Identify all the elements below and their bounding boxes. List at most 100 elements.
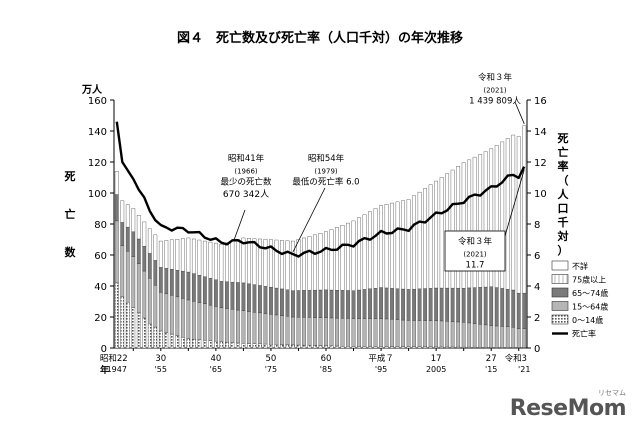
bar-segment-15-64 xyxy=(225,308,229,343)
bar-segment-0-14 xyxy=(219,341,224,349)
bar-year xyxy=(136,215,141,349)
bar-segment-0-14 xyxy=(324,345,328,349)
y-left-tick-label: 60 xyxy=(94,251,107,262)
bar-segment-15-64 xyxy=(340,318,345,347)
annotation-min-deaths-line: 670 342人 xyxy=(223,189,269,200)
legend-label: 15～64歳 xyxy=(572,302,608,312)
bar-segment-75-plus xyxy=(456,166,461,289)
bar-segment-15-64 xyxy=(324,317,328,346)
bar-segment-65-74 xyxy=(114,194,119,222)
bar-segment-0-14 xyxy=(340,345,345,349)
legend-label: 0～14歳 xyxy=(572,315,603,325)
bar-year xyxy=(346,222,350,349)
bar-segment-0-14 xyxy=(247,343,251,349)
bar-segment-75-plus xyxy=(213,242,218,280)
bar-segment-75-plus xyxy=(417,191,422,290)
bar-segment-15-64 xyxy=(357,318,361,347)
bar-segment-75-plus xyxy=(340,225,345,291)
bar-segment-15-64 xyxy=(313,317,317,346)
bar-segment-15-64 xyxy=(412,320,416,347)
bar-segment-15-64 xyxy=(114,220,119,284)
bar-segment-15-64 xyxy=(428,320,433,348)
bar-segment-15-64 xyxy=(467,322,472,348)
bar-year xyxy=(114,171,119,349)
legend-item: 不詳 xyxy=(551,260,588,271)
bar-segment-0-14 xyxy=(120,296,125,349)
legend-swatch xyxy=(551,260,569,271)
legend-item: 死亡率 xyxy=(552,329,596,339)
bar-segment-75-plus xyxy=(329,229,334,291)
bar-segment-15-64 xyxy=(423,320,428,348)
bar-segment-75-plus xyxy=(280,240,284,290)
annotation-min-rate-leader xyxy=(292,187,326,253)
bar-year xyxy=(428,184,433,349)
bar-segment-75-plus xyxy=(368,211,372,289)
bar-segment-75-plus xyxy=(461,162,466,289)
bar-segment-75-plus xyxy=(467,159,472,289)
bar-year xyxy=(120,200,125,349)
bar-year xyxy=(274,239,279,349)
bar-segment-75-plus xyxy=(483,151,488,288)
bar-segment-65-74 xyxy=(269,287,273,315)
bar-segment-65-74 xyxy=(505,289,510,327)
bar-segment-15-64 xyxy=(489,325,494,348)
x-tick-label: 27 xyxy=(486,354,497,364)
bar-segment-75-plus xyxy=(472,156,477,288)
bar-segment-15-64 xyxy=(483,324,488,348)
annotation-r3-rate-box xyxy=(444,230,506,272)
y-right-tick-label: 14 xyxy=(534,127,547,138)
bar-segment-15-64 xyxy=(153,285,158,328)
bar-segment-65-74 xyxy=(324,289,328,318)
bar-segment-15-64 xyxy=(142,270,147,319)
bar-segment-0-14 xyxy=(335,345,339,349)
bar-segment-15-64 xyxy=(395,319,400,347)
bar-segment-15-64 xyxy=(219,307,224,342)
x-tick-label-year: '85 xyxy=(320,365,332,374)
bar-segment-15-64 xyxy=(296,316,301,346)
bar-year xyxy=(247,238,251,349)
bar-year xyxy=(340,225,345,349)
bar-segment-75-plus xyxy=(252,238,257,285)
bar-segment-65-74 xyxy=(191,273,196,302)
legend-item: 0～14歳 xyxy=(551,314,603,325)
bar-year xyxy=(373,208,378,349)
bar-segment-15-64 xyxy=(302,317,306,346)
bar-segment-15-64 xyxy=(445,321,450,348)
y-right-tick-label: 0 xyxy=(534,344,540,355)
bar-year xyxy=(147,228,152,349)
bar-segment-65-74 xyxy=(439,287,444,322)
bar-segment-75-plus xyxy=(164,240,169,269)
bar-segment-65-74 xyxy=(131,231,136,257)
bar-segment-65-74 xyxy=(258,285,262,314)
bar-segment-65-74 xyxy=(225,281,229,309)
bar-segment-75-plus xyxy=(191,238,196,274)
watermark-small: リセマム xyxy=(598,389,626,397)
bar-segment-65-74 xyxy=(395,288,400,320)
bar-year xyxy=(467,159,472,349)
bar-segment-65-74 xyxy=(202,276,207,305)
bar-segment-65-74 xyxy=(208,278,213,306)
bar-segment-15-64 xyxy=(351,318,356,347)
bar-segment-65-74 xyxy=(252,284,257,313)
bar-segment-65-74 xyxy=(379,287,383,319)
y-left-unit: 万人 xyxy=(81,83,103,96)
bar-segment-0-14 xyxy=(153,326,158,349)
watermark-text: ReseMom xyxy=(509,396,627,421)
bar-segment-75-plus xyxy=(147,228,152,254)
bar-year xyxy=(318,233,323,349)
x-tick-label: 昭和22 xyxy=(100,354,128,364)
legend-item: 75歳以上 xyxy=(551,274,606,285)
bar-segment-65-74 xyxy=(401,288,405,321)
y-right-tick-label: 10 xyxy=(534,189,547,200)
watermark-logo: リセマム ReseMom xyxy=(509,389,627,421)
bar-segment-15-64 xyxy=(175,296,180,336)
bar-year xyxy=(516,136,521,349)
bar-year xyxy=(395,201,400,349)
bar-segment-0-14 xyxy=(406,346,411,349)
bar-segment-15-64 xyxy=(307,317,312,346)
bar-segment-75-plus xyxy=(208,241,213,279)
bar-segment-15-64 xyxy=(269,314,273,345)
bar-year xyxy=(142,221,147,349)
bar-segment-65-74 xyxy=(357,289,361,319)
bar-year xyxy=(252,238,257,349)
